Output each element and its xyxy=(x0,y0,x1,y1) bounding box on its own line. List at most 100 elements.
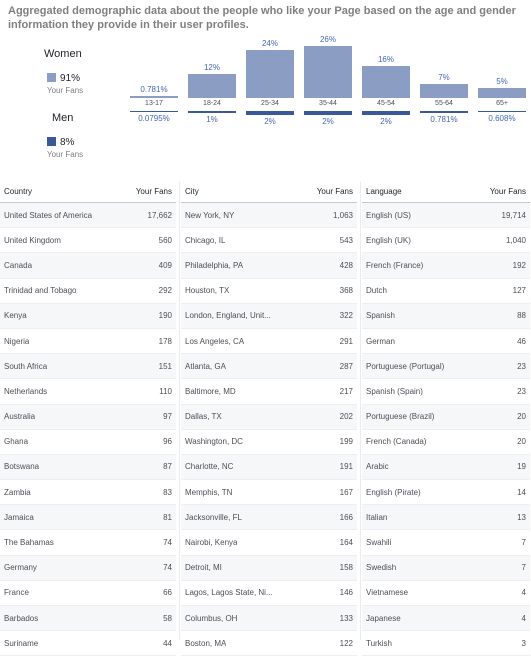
table-row: German 46 xyxy=(362,329,530,355)
table-row: The Bahamas 74 xyxy=(0,530,176,556)
language-name-cell: Portuguese (Portugal) xyxy=(366,361,445,371)
women-bar-55-64[interactable] xyxy=(420,84,468,98)
women-bar-65+[interactable] xyxy=(478,88,526,98)
fan-count-cell: 166 xyxy=(339,512,353,522)
table-row: Trinidad and Tobago 292 xyxy=(0,279,176,304)
women-bar-label: 24% xyxy=(261,39,278,48)
your-fans-column-header[interactable]: Your Fans xyxy=(316,187,353,196)
men-bar-label: 2% xyxy=(322,117,334,126)
fan-count-cell: 133 xyxy=(339,613,353,623)
table-row: Boston, MA 122 xyxy=(181,631,357,656)
language-name-cell: Spanish xyxy=(366,311,395,321)
fan-count-cell: 23 xyxy=(517,361,526,371)
table-row: French (Canada) 20 xyxy=(362,430,530,455)
country-name-cell: Botswana xyxy=(4,462,40,472)
table-row: Detroit, MI 158 xyxy=(181,555,357,581)
table-row: Arabic 19 xyxy=(362,454,530,481)
women-bar-13-17[interactable] xyxy=(130,96,178,98)
men-bar-label: 2% xyxy=(380,117,392,126)
age-column-45-54: 16% 45-54 2% xyxy=(362,36,414,136)
women-pct-value: 91% xyxy=(60,73,81,84)
country-name-cell: Netherlands xyxy=(4,386,48,396)
women-bar-35-44[interactable] xyxy=(304,46,352,98)
fan-count-cell: 1,040 xyxy=(505,235,526,245)
city-column-header[interactable]: City xyxy=(185,187,199,196)
language-name-cell: English (UK) xyxy=(366,235,411,245)
your-fans-column-header[interactable]: Your Fans xyxy=(135,187,172,196)
table-row: Memphis, TN 167 xyxy=(181,480,357,506)
fan-count-cell: 322 xyxy=(339,311,353,321)
fan-count-cell: 14 xyxy=(517,487,526,497)
language-name-cell: French (Canada) xyxy=(366,437,427,447)
table-row: Swedish 7 xyxy=(362,555,530,581)
fan-count-cell: 192 xyxy=(512,260,526,270)
fan-count-cell: 202 xyxy=(339,412,353,422)
men-bar-45-54[interactable] xyxy=(362,111,410,115)
table-row: Spanish (Spain) 23 xyxy=(362,379,530,405)
women-bar-18-24[interactable] xyxy=(188,74,236,98)
men-bar-label: 2% xyxy=(264,117,276,126)
fan-count-cell: 191 xyxy=(339,462,353,472)
women-bar-25-34[interactable] xyxy=(246,50,294,98)
fan-count-cell: 167 xyxy=(339,487,353,497)
men-bar-25-34[interactable] xyxy=(246,111,294,115)
age-tick-label: 25-34 xyxy=(261,100,279,107)
table-row: Canada 409 xyxy=(0,253,176,279)
country-name-cell: Zambia xyxy=(4,487,31,497)
your-fans-column-header[interactable]: Your Fans xyxy=(489,187,526,196)
table-row: Nairobi, Kenya 164 xyxy=(181,530,357,556)
age-column-13-17: 0.781% 13-17 0.0795% xyxy=(130,36,182,136)
table-row: Turkish 3 xyxy=(362,631,530,656)
city-name-cell: Baltimore, MD xyxy=(185,386,236,396)
table-row: Zambia 83 xyxy=(0,480,176,506)
city-name-cell: Washington, DC xyxy=(185,437,243,447)
fan-count-cell: 164 xyxy=(339,538,353,548)
women-bar-45-54[interactable] xyxy=(362,66,410,98)
fan-count-cell: 292 xyxy=(158,286,172,296)
men-bar-55-64[interactable] xyxy=(420,111,468,113)
city-name-cell: Philadelphia, PA xyxy=(185,260,244,270)
men-bar-35-44[interactable] xyxy=(304,111,352,115)
table-row: Japanese 4 xyxy=(362,606,530,632)
fan-count-cell: 146 xyxy=(339,588,353,598)
country-name-cell: Trinidad and Tobago xyxy=(4,286,77,296)
fan-count-cell: 20 xyxy=(517,412,526,422)
language-name-cell: German xyxy=(366,336,395,346)
table-row: Jacksonville, FL 166 xyxy=(181,505,357,531)
fan-count-cell: 88 xyxy=(517,311,526,321)
language-name-cell: Swedish xyxy=(366,563,397,573)
language-name-cell: Dutch xyxy=(366,286,387,296)
city-name-cell: New York, NY xyxy=(185,210,235,220)
table-row: Vietnamese 4 xyxy=(362,581,530,606)
table-row: Kenya 190 xyxy=(0,303,176,329)
city-name-cell: Lagos, Lagos State, Ni... xyxy=(185,588,273,598)
table-row: Los Angeles, CA 291 xyxy=(181,329,357,355)
fan-count-cell: 19,714 xyxy=(501,210,526,220)
fan-count-cell: 428 xyxy=(339,260,353,270)
table-row: Lagos, Lagos State, Ni... 146 xyxy=(181,581,357,606)
country-name-cell: Canada xyxy=(4,260,33,270)
age-tick-label: 35-44 xyxy=(319,100,337,107)
table-row: Italian 13 xyxy=(362,505,530,531)
country-name-cell: Kenya xyxy=(4,311,27,321)
men-swatch xyxy=(47,137,56,146)
city-table: City Your Fans New York, NY 1,063 Chicago, I… xyxy=(181,182,357,656)
men-bar-65+[interactable] xyxy=(478,111,526,113)
country-column-header[interactable]: Country xyxy=(4,187,33,196)
country-name-cell: United States of America xyxy=(4,210,93,220)
table-row: Philadelphia, PA 428 xyxy=(181,253,357,279)
language-column-header[interactable]: Language xyxy=(366,187,402,196)
age-gender-chart: 0.781% 13-17 0.0795% 12% 18-24 1% 24% 25-34 2% 26… xyxy=(130,35,530,136)
age-tick-label: 18-24 xyxy=(203,100,221,107)
men-bar-label: 0.781% xyxy=(430,114,458,124)
men-bar-18-24[interactable] xyxy=(188,111,236,113)
table-row: Netherlands 110 xyxy=(0,379,176,405)
fan-count-cell: 217 xyxy=(339,386,353,396)
fan-count-cell: 4 xyxy=(521,588,526,598)
table-divider xyxy=(179,182,180,640)
city-name-cell: Nairobi, Kenya xyxy=(185,538,238,548)
men-bar-label: 0.0795% xyxy=(138,114,170,123)
table-row: Spanish 88 xyxy=(362,303,530,329)
language-name-cell: Arabic xyxy=(366,462,389,472)
men-bar-13-17[interactable] xyxy=(130,111,178,112)
